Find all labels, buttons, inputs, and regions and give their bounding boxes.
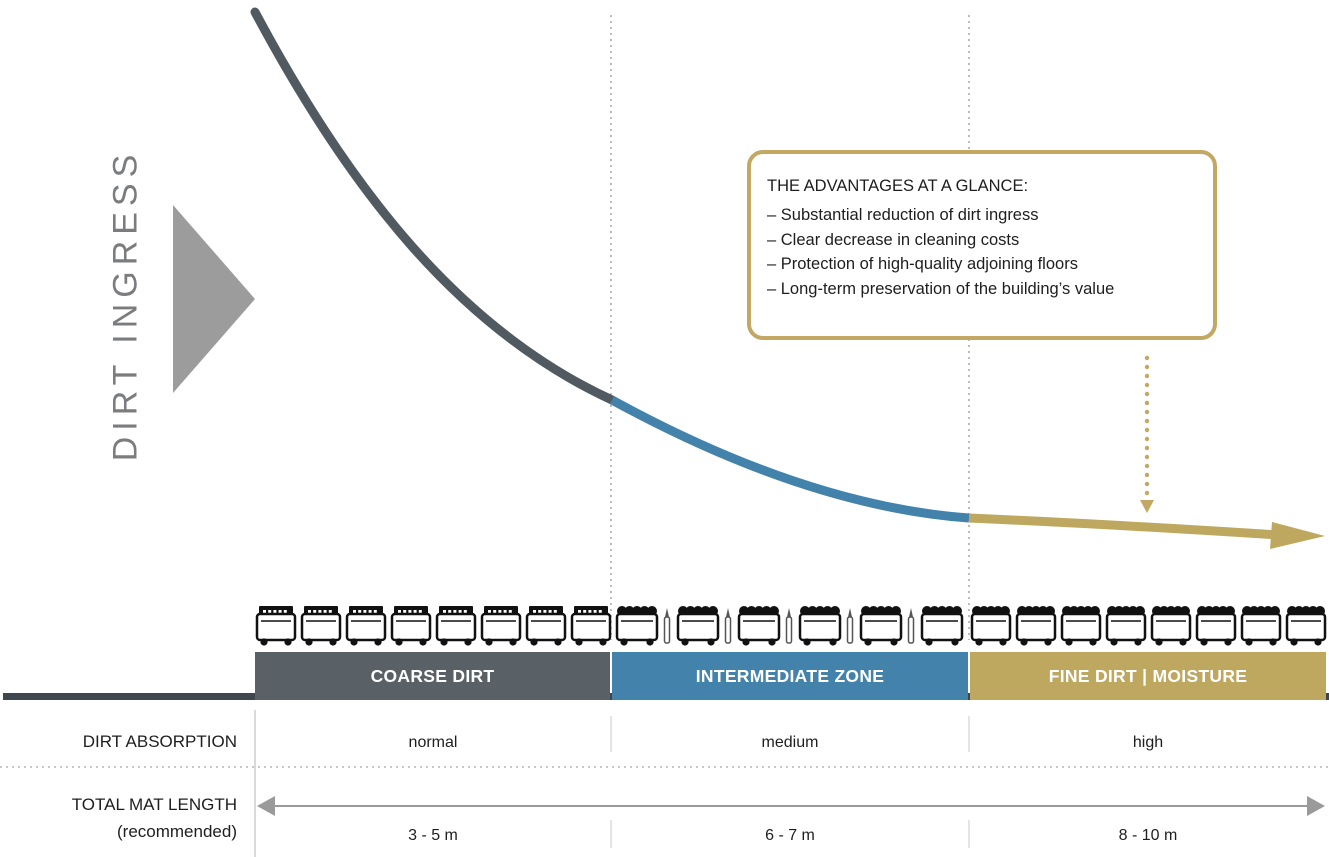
advantages-title: THE ADVANTAGES AT A GLANCE: — [767, 177, 1029, 195]
pointer-dot — [1144, 382, 1150, 388]
mat-module-icon — [390, 606, 432, 646]
mat-length-arrow-left-icon — [257, 796, 275, 816]
pointer-dot — [1144, 454, 1150, 460]
mat-module-icon — [525, 606, 567, 646]
mat-length-value-intermediate: 6 - 7 m — [765, 827, 815, 844]
mat-module-icon — [300, 606, 342, 646]
advantages-list: – Substantial reduction of dirt ingress … — [767, 203, 1213, 301]
curve-arrowhead-icon — [1270, 522, 1325, 549]
mat-module-icon — [255, 606, 297, 646]
row-label-mat-length: TOTAL MAT LENGTH — [71, 795, 237, 814]
absorption-value-fine: high — [1132, 734, 1164, 751]
pointer-dot — [1144, 400, 1150, 406]
y-axis-title: DIRT INGRESS — [106, 148, 145, 462]
pointer-dot — [1144, 490, 1150, 496]
pointer-dot — [1144, 427, 1150, 433]
pointer-dot — [1144, 409, 1150, 415]
advantage-item: – Clear decrease in cleaning costs — [767, 230, 1020, 249]
zone-coarse-dirt: COARSE DIRT — [255, 652, 610, 700]
mat-length-value-fine: 8 - 10 m — [1118, 827, 1178, 844]
mat-module-icon — [1060, 606, 1102, 646]
mat-module-icon — [859, 606, 903, 646]
absorption-value-coarse: normal — [408, 734, 458, 751]
advantage-item: – Protection of high-quality adjoining f… — [767, 255, 1078, 273]
mat-module-icon — [1015, 606, 1057, 646]
mat-connector-icon — [907, 608, 915, 644]
mat-module-icon — [1105, 606, 1147, 646]
mat-connector-icon — [663, 608, 671, 644]
mat-module-icon — [345, 606, 387, 646]
zone-fine-dirt-moisture: FINE DIRT | MOISTURE — [970, 652, 1326, 700]
pointer-dot — [1144, 463, 1150, 469]
pointer-dot — [1144, 436, 1150, 442]
mat-length-arrow-right-icon — [1307, 796, 1325, 816]
advantage-item: – Substantial reduction of dirt ingress — [767, 206, 1039, 224]
mat-connector-icon — [724, 608, 732, 644]
curve-coarse-segment — [250, 7, 617, 405]
mat-module-icon — [615, 606, 659, 646]
row-label-dirt-absorption: DIRT ABSORPTION — [82, 732, 237, 751]
zone-intermediate: INTERMEDIATE ZONE — [612, 652, 968, 700]
mat-module-icon — [1150, 606, 1192, 646]
mat-modules — [255, 606, 1327, 646]
pointer-dot — [1144, 364, 1150, 370]
pointer-dot — [1144, 391, 1150, 397]
mat-module-icon — [435, 606, 477, 646]
mat-length-value-coarse: 3 - 5 m — [408, 827, 458, 844]
curve-intermediate-segment — [609, 396, 970, 523]
advantages-pointer-arrow — [1144, 355, 1150, 496]
mat-module-icon — [480, 606, 522, 646]
pointer-dot — [1144, 472, 1150, 478]
mat-module-icon — [1285, 606, 1327, 646]
absorption-value-intermediate: medium — [761, 734, 819, 751]
mat-connector-icon — [785, 608, 793, 644]
mat-module-icon — [676, 606, 720, 646]
advantages-pointer-arrowhead-icon — [1140, 500, 1154, 513]
dirt-ingress-triangle-icon — [173, 205, 255, 393]
curve-fine-segment — [968, 513, 1279, 540]
row-label-mat-length-sub: (recommended) — [117, 822, 237, 841]
mat-module-icon — [1195, 606, 1237, 646]
mat-connector-icon — [846, 608, 854, 644]
mat-module-icon — [920, 606, 964, 646]
mat-module-icon — [570, 606, 612, 646]
pointer-dot — [1144, 445, 1150, 451]
advantage-item: – Long-term preservation of the building… — [767, 279, 1115, 298]
pointer-dot — [1144, 418, 1150, 424]
pointer-dot — [1144, 355, 1150, 361]
mat-module-icon — [737, 606, 781, 646]
mat-module-icon — [970, 606, 1012, 646]
mat-module-icon — [798, 606, 842, 646]
advantages-box: THE ADVANTAGES AT A GLANCE: – Substantia… — [747, 150, 1217, 340]
pointer-dot — [1144, 373, 1150, 379]
mat-module-icon — [1240, 606, 1282, 646]
pointer-dot — [1144, 481, 1150, 487]
